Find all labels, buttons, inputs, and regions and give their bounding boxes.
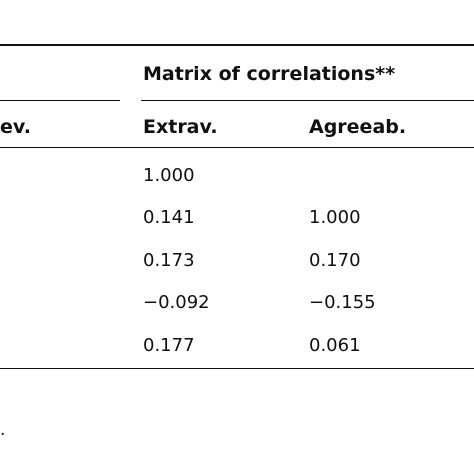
cell-extrav: −0.092 xyxy=(143,292,210,313)
header-rule xyxy=(0,147,474,148)
cell-agreeab: 0.170 xyxy=(309,250,361,271)
column-header-partial: ev. xyxy=(0,116,31,138)
spanner-rule-right xyxy=(141,100,474,101)
column-header-extrav: Extrav. xyxy=(143,116,218,138)
cell-agreeab: 1.000 xyxy=(309,207,361,228)
cell-extrav: 0.141 xyxy=(143,207,195,228)
cell-agreeab: 0.061 xyxy=(309,335,361,356)
bottom-rule xyxy=(0,368,474,369)
column-header-agreeab: Agreeab. xyxy=(309,116,407,138)
cell-extrav: 0.177 xyxy=(143,335,195,356)
cell-extrav: 1.000 xyxy=(143,165,195,186)
spanner-rule-left xyxy=(0,100,120,101)
top-rule xyxy=(0,44,474,46)
footnote-fragment: . xyxy=(0,420,6,440)
cell-extrav: 0.173 xyxy=(143,250,195,271)
group-header: Matrix of correlations** xyxy=(143,63,396,85)
cell-agreeab: −0.155 xyxy=(309,292,376,313)
